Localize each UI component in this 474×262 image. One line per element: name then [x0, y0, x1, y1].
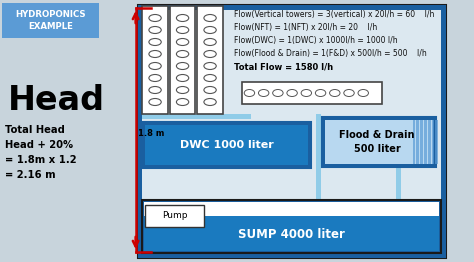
Bar	[137, 253, 446, 258]
Ellipse shape	[176, 86, 189, 94]
Ellipse shape	[344, 90, 354, 96]
Text: Total Head: Total Head	[5, 125, 64, 135]
Bar	[316, 167, 320, 212]
Ellipse shape	[149, 99, 161, 106]
Bar	[142, 122, 311, 168]
Text: Flow(DWC) = 1(DWC) x 1000l/h = 1000 l/h: Flow(DWC) = 1(DWC) x 1000l/h = 1000 l/h	[234, 36, 398, 45]
Bar	[0, 0, 136, 262]
Text: Flow(Flood & Drain) = 1(F&D) x 500l/h = 500    l/h: Flow(Flood & Drain) = 1(F&D) x 500l/h = …	[234, 49, 427, 58]
Ellipse shape	[329, 90, 340, 96]
Text: HYDROPONICS
EXAMPLE: HYDROPONICS EXAMPLE	[15, 10, 86, 31]
Ellipse shape	[149, 26, 161, 34]
Ellipse shape	[204, 51, 216, 57]
Ellipse shape	[176, 39, 189, 46]
Ellipse shape	[204, 99, 216, 106]
Text: = 1.8m x 1.2: = 1.8m x 1.2	[5, 155, 76, 165]
Bar	[137, 5, 142, 258]
Ellipse shape	[287, 90, 297, 96]
Bar	[325, 120, 433, 164]
Bar	[322, 117, 436, 167]
Ellipse shape	[358, 90, 368, 96]
Bar	[144, 202, 439, 216]
Ellipse shape	[149, 39, 161, 46]
Ellipse shape	[301, 90, 311, 96]
Bar	[435, 120, 438, 164]
Text: Total Flow = 1580 l/h: Total Flow = 1580 l/h	[234, 62, 333, 71]
Ellipse shape	[204, 26, 216, 34]
Ellipse shape	[176, 26, 189, 34]
Bar	[197, 6, 223, 114]
Bar	[316, 114, 320, 169]
Ellipse shape	[204, 86, 216, 94]
Bar	[170, 6, 195, 114]
Text: DWC 1000 liter: DWC 1000 liter	[180, 140, 273, 150]
Bar	[420, 120, 423, 164]
Ellipse shape	[176, 99, 189, 106]
Bar	[412, 120, 415, 164]
Bar	[396, 167, 401, 217]
Text: = 2.16 m: = 2.16 m	[5, 170, 55, 180]
Text: 1.8 m: 1.8 m	[138, 128, 165, 138]
Ellipse shape	[273, 90, 283, 96]
Ellipse shape	[204, 63, 216, 69]
Bar	[416, 120, 419, 164]
Text: Flow(NFT) = 1(NFT) x 20l/h = 20    l/h: Flow(NFT) = 1(NFT) x 20l/h = 20 l/h	[234, 23, 377, 32]
Bar	[242, 82, 382, 104]
Ellipse shape	[149, 14, 161, 21]
Bar	[145, 125, 308, 165]
Bar	[145, 205, 204, 227]
Ellipse shape	[149, 51, 161, 57]
Bar	[144, 216, 439, 251]
Ellipse shape	[244, 90, 255, 96]
Bar	[316, 210, 396, 215]
Ellipse shape	[204, 14, 216, 21]
Text: Head + 20%: Head + 20%	[5, 140, 73, 150]
Ellipse shape	[176, 14, 189, 21]
Bar	[142, 114, 251, 119]
Bar	[2, 3, 99, 38]
Bar	[142, 6, 168, 114]
Bar	[428, 120, 430, 164]
Bar	[424, 120, 427, 164]
Ellipse shape	[176, 51, 189, 57]
Ellipse shape	[204, 39, 216, 46]
Bar	[137, 5, 446, 258]
Bar	[431, 120, 434, 164]
Ellipse shape	[149, 74, 161, 81]
Text: Pump: Pump	[162, 211, 187, 221]
Text: SUMP 4000 liter: SUMP 4000 liter	[238, 228, 345, 241]
Bar	[142, 200, 441, 253]
Bar	[441, 5, 446, 258]
Text: Head: Head	[8, 84, 105, 117]
Ellipse shape	[149, 86, 161, 94]
Ellipse shape	[149, 63, 161, 69]
Ellipse shape	[176, 74, 189, 81]
Text: Flood & Drain
500 liter: Flood & Drain 500 liter	[339, 130, 415, 154]
Bar	[137, 5, 446, 10]
Text: Flow(Vertical towers) = 3(vertical) x 20l/h = 60    l/h: Flow(Vertical towers) = 3(vertical) x 20…	[234, 10, 435, 19]
Ellipse shape	[258, 90, 269, 96]
Ellipse shape	[204, 74, 216, 81]
Ellipse shape	[315, 90, 326, 96]
Ellipse shape	[176, 63, 189, 69]
